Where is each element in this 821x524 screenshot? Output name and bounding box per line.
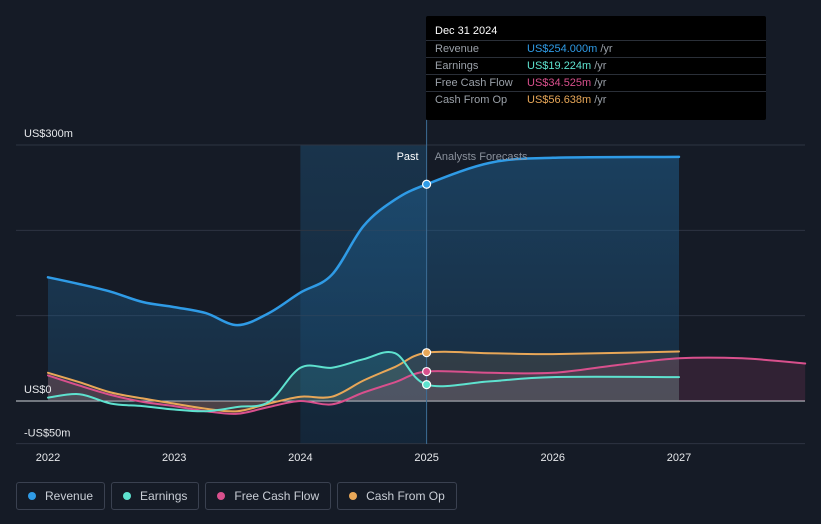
legend-label: Revenue — [45, 489, 94, 503]
legend-item-free-cash-flow[interactable]: Free Cash Flow — [205, 482, 332, 510]
y-tick-label: US$300m — [24, 128, 73, 140]
tooltip-label: Earnings — [435, 60, 479, 72]
tooltip-row-earnings: Earnings US$19.224m/yr — [426, 57, 766, 75]
tooltip-unit: /yr — [594, 94, 607, 106]
tooltip-value-text: US$254.000m — [527, 43, 598, 55]
x-tick-label: 2027 — [667, 452, 691, 464]
cash-from-op-highlight-point — [422, 348, 432, 358]
x-tick-label: 2026 — [541, 452, 565, 464]
chart-legend: Revenue Earnings Free Cash Flow Cash Fro… — [16, 482, 457, 512]
tooltip-value-text: US$56.638m — [527, 94, 592, 106]
tooltip-row-free-cash-flow: Free Cash Flow US$34.525m/yr — [426, 74, 766, 92]
revenue-area — [48, 156, 679, 401]
tooltip-value-text: US$19.224m — [527, 60, 592, 72]
tooltip-panel: Dec 31 2024 Revenue US$254.000m/yr Earni… — [426, 16, 766, 120]
tooltip-label: Revenue — [435, 43, 480, 55]
revenue-line — [46, 155, 681, 327]
past-label: Past — [397, 151, 419, 163]
earnings-highlight-point — [422, 379, 432, 390]
tooltip-value-text: US$34.525m — [527, 77, 592, 89]
tooltip-value: US$254.000m/yr — [527, 43, 613, 55]
cash-from-op-line — [47, 350, 680, 413]
tooltip-date: Dec 31 2024 — [435, 25, 498, 37]
revenue-highlight-point — [422, 179, 432, 189]
x-tick-label: 2022 — [36, 452, 60, 464]
tooltip-row-cash-from-op: Cash From Op US$56.638m/yr — [426, 91, 766, 109]
earnings-dot-icon — [123, 492, 132, 500]
legend-label: Earnings — [140, 489, 188, 503]
x-tick-label: 2023 — [162, 452, 186, 464]
financial-chart: US$300m US$0 -US$50m 2022 2023 2024 2025 2026 20… — [16, 120, 807, 464]
tooltip-value: US$56.638m/yr — [527, 94, 606, 106]
legend-label: Cash From Op — [366, 489, 445, 503]
legend-item-revenue[interactable]: Revenue — [16, 482, 106, 510]
tooltip-unit: /yr — [594, 60, 607, 72]
tooltip-row-revenue: Revenue US$254.000m/yr — [426, 40, 766, 58]
tooltip-value: US$34.525m/yr — [527, 77, 606, 89]
legend-item-earnings[interactable]: Earnings — [111, 482, 200, 510]
x-tick-label: 2025 — [414, 452, 438, 464]
tooltip-unit: /yr — [594, 77, 607, 89]
tooltip-label: Free Cash Flow — [435, 77, 513, 89]
forecast-label: Analysts Forecasts — [435, 151, 528, 163]
earnings-area — [48, 351, 679, 412]
revenue-dot-icon — [28, 492, 36, 500]
earnings-line — [47, 351, 680, 413]
legend-item-cash-from-op[interactable]: Cash From Op — [337, 482, 457, 510]
free-cash-flow-dot-icon — [217, 492, 226, 500]
y-tick-label: US$0 — [24, 384, 52, 396]
tooltip-label: Cash From Op — [435, 94, 508, 106]
tooltip-unit: /yr — [600, 43, 613, 55]
legend-label: Free Cash Flow — [234, 489, 320, 503]
free-cash-flow-line — [47, 356, 807, 415]
x-tick-label: 2024 — [288, 452, 312, 464]
tooltip-value: US$19.224m/yr — [527, 60, 606, 72]
free-cash-flow-highlight-point — [422, 366, 432, 377]
cash-from-op-dot-icon — [349, 492, 358, 500]
y-tick-label: -US$50m — [24, 428, 70, 440]
